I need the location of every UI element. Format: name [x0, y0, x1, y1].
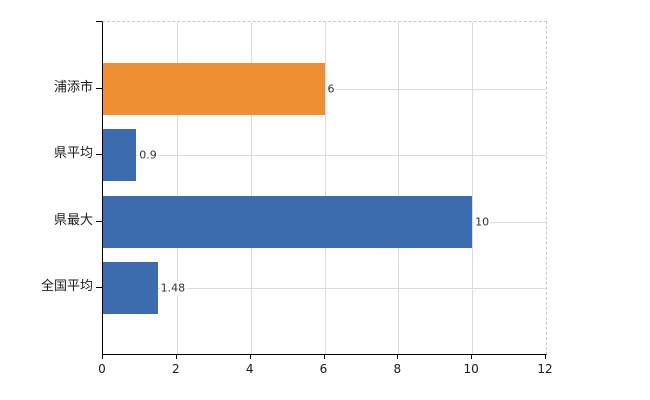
bar-value-label: 0.9: [138, 148, 158, 162]
gridline-vertical: [324, 22, 326, 354]
gridline-vertical: [472, 22, 474, 354]
y-axis-tick: [96, 88, 102, 89]
x-axis-tick-label: 8: [393, 362, 402, 376]
x-axis-tick-label: 10: [463, 362, 479, 376]
y-axis-tick: [96, 154, 102, 156]
bar: [103, 195, 473, 248]
x-axis-tick-label: 4: [245, 362, 254, 376]
x-axis-tick: [545, 354, 546, 359]
x-axis-tick-label: 0: [98, 362, 106, 376]
x-axis-tick: [249, 354, 251, 359]
bar: [103, 129, 137, 182]
bar-value-label: 1.48: [159, 281, 187, 295]
x-axis-tick: [397, 354, 399, 359]
x-axis-tick: [175, 354, 177, 359]
x-axis-tick: [323, 354, 325, 359]
bar-value-label: 10: [474, 215, 491, 229]
x-axis-tick-label: 6: [319, 362, 328, 376]
category-label: 全国平均: [40, 279, 93, 295]
x-axis-tick: [471, 354, 473, 359]
category-label: 浦添市: [53, 80, 93, 96]
x-axis-tick-label: 12: [537, 362, 553, 376]
category-label: 県最大: [53, 212, 93, 228]
category-label: 県平均: [53, 146, 93, 162]
gridline-horizontal: [103, 89, 546, 90]
plot-area: 6 0.9 10 1.48: [102, 21, 547, 355]
x-axis-tick: [102, 354, 103, 359]
bar-value-label: 6: [326, 82, 336, 96]
gridline-horizontal: [103, 155, 546, 157]
gridline-vertical: [398, 22, 400, 354]
gridline-horizontal: [103, 287, 546, 289]
gridline-vertical: [176, 22, 178, 354]
x-axis-tick-label: 2: [172, 362, 180, 376]
gridline-vertical: [250, 22, 252, 354]
bar: [103, 63, 325, 115]
y-axis-tick: [96, 286, 102, 288]
y-axis-tick: [96, 21, 102, 22]
bar: [103, 261, 158, 314]
y-axis-tick: [96, 220, 102, 222]
